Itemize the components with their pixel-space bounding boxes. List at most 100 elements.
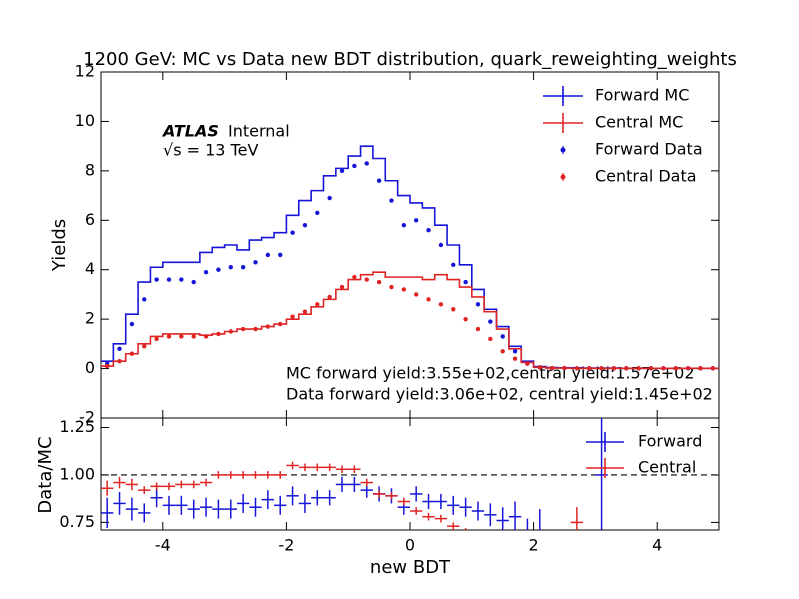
- data-point: [710, 366, 716, 371]
- brand: ATLAS: [161, 122, 219, 141]
- data-point: [315, 210, 320, 216]
- data-point: [685, 366, 691, 371]
- data-point: [364, 161, 369, 166]
- data-point: [587, 366, 592, 371]
- ratio-bin: [464, 528, 467, 530]
- data-point: [265, 324, 271, 329]
- ratio-bin: [286, 486, 299, 506]
- ratio-bin: [175, 495, 188, 515]
- data-point: [166, 334, 172, 339]
- data-point: [253, 260, 258, 265]
- data-point: [216, 331, 221, 337]
- chart-title: 1200 GeV: MC vs Data new BDT distributio…: [83, 49, 737, 70]
- ratio-bin: [570, 507, 584, 530]
- ratio-bin: [125, 478, 139, 491]
- data-point: [698, 366, 703, 371]
- data-point: [142, 297, 147, 302]
- legend-label: Central Data: [595, 167, 697, 186]
- data-point: [463, 316, 468, 322]
- data-point: [240, 326, 246, 332]
- data-point: [389, 284, 394, 290]
- data-point: [475, 302, 481, 307]
- data-point: [129, 351, 135, 356]
- data-point: [661, 366, 666, 371]
- y-tick-label: -2: [79, 408, 95, 427]
- data-point: [389, 198, 394, 203]
- y-tick-label: 12: [75, 62, 95, 81]
- data-point: [673, 366, 678, 371]
- ratio-bin: [323, 490, 336, 506]
- data-point: [451, 307, 456, 312]
- ratio-bin: [212, 499, 225, 519]
- legend-label: Forward Data: [595, 140, 703, 159]
- ratio-bin: [224, 499, 237, 519]
- data-point: [364, 277, 369, 282]
- data-point: [426, 227, 431, 233]
- ratio-bin: [459, 497, 472, 517]
- y-tick-label: 0: [85, 358, 95, 377]
- data-point: [413, 218, 419, 223]
- data-point: [339, 168, 345, 174]
- ratio-bin: [539, 509, 541, 530]
- ratio-bin: [484, 503, 497, 527]
- ratio-plot: [101, 418, 719, 530]
- ratio-bin: [410, 486, 423, 502]
- ratio-bin: [187, 499, 200, 519]
- data-point: [599, 366, 604, 371]
- data-point: [512, 349, 518, 354]
- ratio-bin: [471, 501, 485, 521]
- data-point: [302, 309, 308, 314]
- data-point: [240, 265, 246, 270]
- ratio-bin: [298, 463, 312, 472]
- data-point: [426, 297, 431, 302]
- data-point: [327, 294, 332, 300]
- data-point: [463, 279, 468, 285]
- ratio-bin: [125, 497, 139, 521]
- ratio-bin: [224, 471, 237, 479]
- data-point: [228, 329, 233, 334]
- annotation: Data forward yield:3.06e+02, central yie…: [286, 385, 713, 404]
- ratio-bin: [335, 465, 349, 474]
- ratio-bin: [311, 463, 324, 472]
- ratio-bin: [199, 478, 213, 487]
- data-point: [117, 346, 122, 351]
- ratio-bin: [187, 480, 200, 489]
- ratio-bin: [212, 471, 225, 479]
- data-point: [166, 277, 172, 282]
- ratio-bin: [526, 518, 529, 530]
- ratio-bin: [150, 482, 163, 491]
- y-tick-label: 2: [85, 309, 95, 328]
- ratio-bin: [348, 476, 361, 493]
- ratio-bin: [249, 471, 262, 479]
- data-point: [352, 163, 357, 169]
- ratio-bin: [311, 490, 324, 506]
- y-axis-label: Yields: [49, 219, 70, 272]
- x-tick-label: 2: [529, 536, 539, 555]
- x-tick-label: -4: [155, 536, 171, 555]
- data-point: [475, 326, 481, 332]
- ratio-bin: [422, 493, 435, 510]
- data-point: [512, 356, 518, 361]
- data-point: [216, 267, 221, 272]
- y-axis-label: Data/MC: [35, 436, 56, 513]
- data-point: [278, 252, 283, 258]
- ratio-bin: [162, 482, 176, 491]
- data-point: [413, 292, 419, 297]
- data-point: [129, 321, 135, 327]
- data-point: [624, 366, 629, 371]
- ratio-bin: [348, 465, 361, 474]
- ratio-bin: [360, 478, 373, 487]
- ratio-bin: [422, 512, 435, 521]
- ratio-bin: [434, 493, 448, 510]
- data-point: [500, 334, 505, 339]
- ratio-bin: [138, 503, 151, 523]
- data-point: [438, 302, 444, 307]
- data-point: [549, 365, 555, 371]
- data-point: [488, 319, 493, 324]
- legend-label: Forward: [638, 432, 702, 451]
- data-point: [203, 334, 209, 339]
- data-point: [302, 223, 308, 228]
- data-point: [253, 326, 258, 332]
- data-point: [376, 178, 382, 183]
